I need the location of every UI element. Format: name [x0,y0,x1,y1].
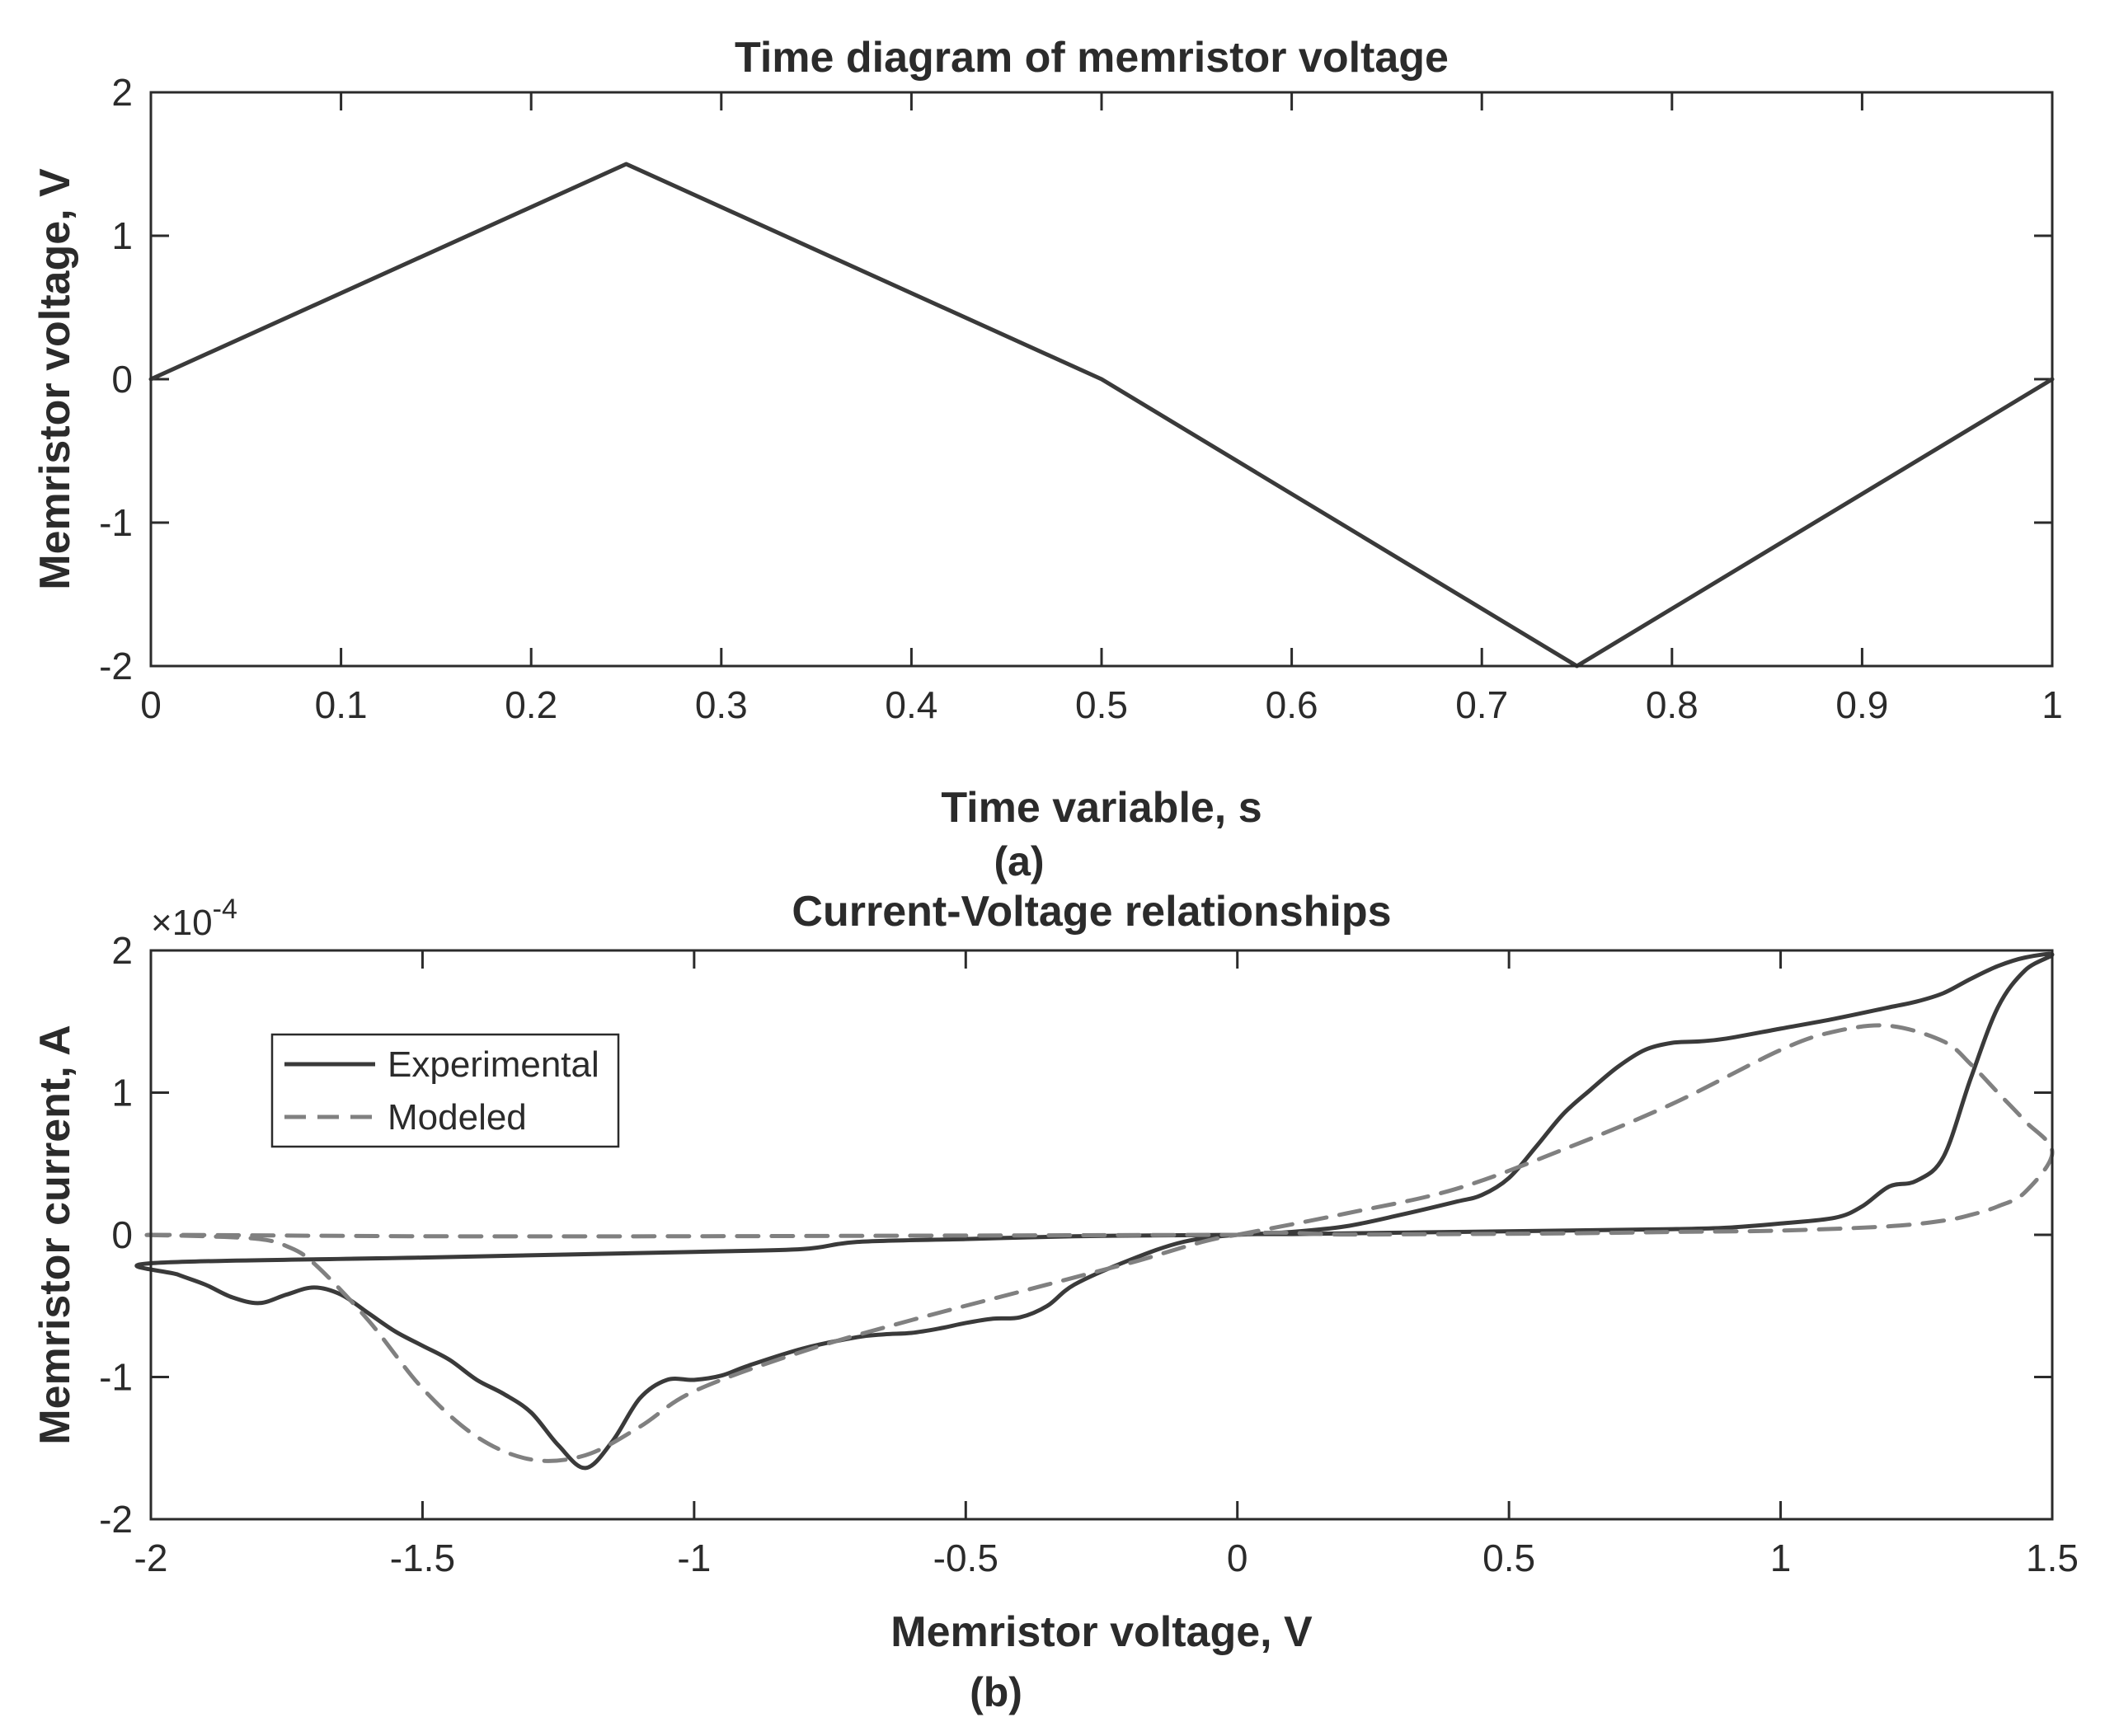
chart-b-panel-label: (b) [970,1669,1022,1715]
legend-label-experimental: Experimental [388,1044,599,1085]
chart-b-y-tick-label: 1 [111,1072,133,1114]
chart-a-x-tick-label: 0.2 [505,683,557,726]
chart-a-x-tick-label: 0.7 [1455,683,1508,726]
chart-a-series [148,162,2055,669]
chart-b-y-tick-label: 0 [111,1213,133,1256]
chart-a-y-tick-label: 1 [111,214,133,257]
chart-b-series-modeled-line [139,1023,2055,1463]
chart-a-ticks: 0 0.1 0.2 0.3 0.4 0.5 0.6 0.7 0.8 0.9 1 -2 -1 0 1 2 [99,71,2063,726]
chart-b-x-tick-label: -0.5 [933,1537,998,1579]
chart-b-x-tick-label: -1 [677,1537,711,1579]
chart-b-y-tick-label: -1 [99,1356,133,1399]
chart-b-x-tick-label: -2 [134,1537,168,1579]
legend-label-modeled: Modeled [388,1097,527,1138]
chart-b-ylabel: Memristor current, A [31,1025,79,1445]
chart-b-y-tick-label: -2 [99,1498,133,1541]
chart-a-x-tick-label: 0.8 [1646,683,1699,726]
chart-current-voltage: Current-Voltage relationships ×10-4 -2 -1… [31,888,2079,1715]
chart-b-x-tick-label: 0 [1227,1537,1248,1579]
chart-b-legend: Experimental Modeled [270,1033,620,1148]
chart-a-y-tick-label: 0 [111,358,133,401]
chart-b-axes-box [149,949,2054,1521]
chart-a-x-tick-label: 1 [2042,683,2063,726]
chart-a-panel-label: (a) [994,838,1044,884]
chart-b-series [134,951,2055,1471]
chart-b-x-tick-label: 1.5 [2026,1537,2079,1579]
chart-a-x-tick-label: 0.1 [315,683,368,726]
chart-a-y-tick-label: 2 [111,71,133,114]
chart-b-x-tick-label: 1 [1770,1537,1792,1579]
chart-a-x-tick-label: 0 [140,683,162,726]
chart-a-x-tick-label: 0.4 [885,683,937,726]
chart-a-axes-box [149,91,2054,668]
chart-b-y-exponent: ×10-4 [151,894,237,943]
chart-b-y-exponent-base: ×10 [151,903,213,943]
chart-a-x-tick-label: 0.5 [1075,683,1128,726]
chart-b-y-tick-label: 2 [111,929,133,972]
chart-a-y-tick-label: -2 [99,645,133,687]
chart-b-ticks: -2 -1.5 -1 -0.5 0 0.5 1 1.5 -2 -1 0 1 2 [99,929,2079,1579]
chart-time-diagram: Time diagram of memristor voltage 0 0.1 0.… [31,34,2063,884]
chart-b-x-tick-label: 0.5 [1482,1537,1535,1579]
chart-b-y-exponent-power: -4 [213,894,237,925]
chart-b-xlabel: Memristor voltage, V [890,1608,1313,1656]
chart-b-title: Current-Voltage relationships [792,888,1391,936]
chart-a-series-line-line [148,162,2055,669]
chart-a-xlabel: Time variable, s [941,784,1262,832]
legend-box [270,1033,620,1148]
chart-b-series-experimental-line [134,951,2055,1471]
chart-a-ylabel: Memristor voltage, V [31,168,79,590]
chart-a-x-tick-label: 0.6 [1266,683,1318,726]
chart-a-x-tick-label: 0.3 [695,683,748,726]
chart-a-title: Time diagram of memristor voltage [735,34,1449,82]
chart-b-x-tick-label: -1.5 [390,1537,455,1579]
chart-a-y-tick-label: -1 [99,501,133,544]
chart-a-x-tick-label: 0.9 [1835,683,1888,726]
